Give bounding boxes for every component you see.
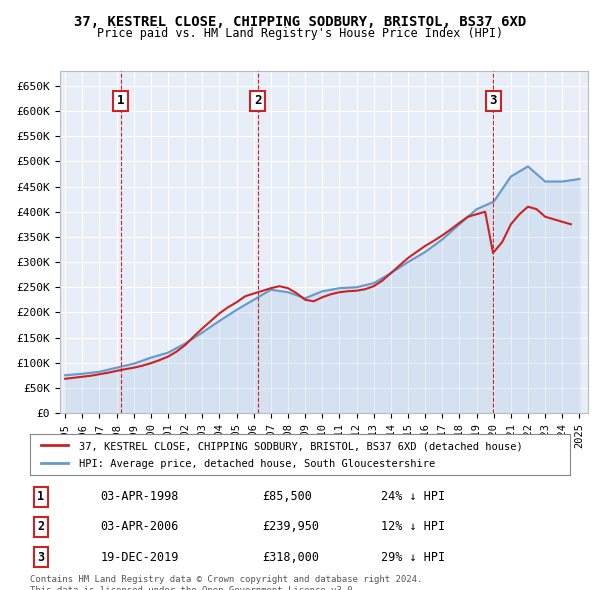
- Text: 1: 1: [117, 94, 125, 107]
- Text: 2: 2: [37, 520, 44, 533]
- Text: 2: 2: [254, 94, 262, 107]
- Text: £239,950: £239,950: [262, 520, 319, 533]
- Text: £318,000: £318,000: [262, 550, 319, 563]
- Text: 29% ↓ HPI: 29% ↓ HPI: [381, 550, 445, 563]
- Text: 12% ↓ HPI: 12% ↓ HPI: [381, 520, 445, 533]
- Text: 19-DEC-2019: 19-DEC-2019: [100, 550, 179, 563]
- Text: 3: 3: [489, 94, 497, 107]
- Text: 03-APR-1998: 03-APR-1998: [100, 490, 179, 503]
- Text: 37, KESTREL CLOSE, CHIPPING SODBURY, BRISTOL, BS37 6XD (detached house): 37, KESTREL CLOSE, CHIPPING SODBURY, BRI…: [79, 441, 523, 451]
- Text: 24% ↓ HPI: 24% ↓ HPI: [381, 490, 445, 503]
- Text: Price paid vs. HM Land Registry's House Price Index (HPI): Price paid vs. HM Land Registry's House …: [97, 27, 503, 40]
- Text: £85,500: £85,500: [262, 490, 312, 503]
- Text: Contains HM Land Registry data © Crown copyright and database right 2024.
This d: Contains HM Land Registry data © Crown c…: [30, 575, 422, 590]
- Text: 37, KESTREL CLOSE, CHIPPING SODBURY, BRISTOL, BS37 6XD: 37, KESTREL CLOSE, CHIPPING SODBURY, BRI…: [74, 15, 526, 29]
- Text: HPI: Average price, detached house, South Gloucestershire: HPI: Average price, detached house, Sout…: [79, 459, 435, 469]
- Text: 03-APR-2006: 03-APR-2006: [100, 520, 179, 533]
- Text: 1: 1: [37, 490, 44, 503]
- Text: 3: 3: [37, 550, 44, 563]
